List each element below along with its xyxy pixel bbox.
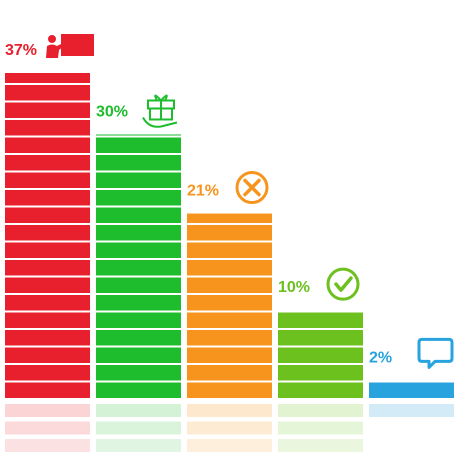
bar-stripe [96,277,181,293]
bars-group [5,73,454,398]
bar-stripe [5,190,90,206]
check-circle-icon [326,267,360,301]
value-label: 30% [96,103,128,120]
bar-stripe [369,382,454,398]
bar-stripe [187,365,272,381]
bar-stripe [5,102,90,118]
reflection-stripe [96,421,181,435]
bar-stripe [96,382,181,398]
value-label: 10% [278,279,310,296]
bar-stripe [5,382,90,398]
bar-stripe [278,330,363,346]
reflection-stripe [187,404,272,417]
bar-stripe [187,330,272,346]
gift-hand-icon [142,94,178,128]
bar-stripe [187,260,272,276]
bar-reflection [278,404,363,452]
bar-stripe [96,190,181,206]
value-labels-group: 37% 30% 21% 10% 2% [5,42,392,366]
x-circle-icon [235,171,269,205]
reflection-stripe [187,421,272,435]
bar-stripe [96,155,181,171]
reflection-stripe [96,404,181,417]
bar-stripe [96,330,181,346]
bar-presentation [5,73,90,398]
bar-stripe [5,85,90,101]
bar-stripe [5,330,90,346]
bar-stripe [5,137,90,153]
bar-stripe [96,172,181,188]
bar-stripe [5,172,90,188]
value-label: 37% [5,42,37,59]
bar-stripe [187,382,272,398]
bar-stripe [96,347,181,363]
bar-stripe [187,213,272,223]
bar-stripe [278,365,363,381]
bar-stripe [96,312,181,328]
icons-group [46,34,454,369]
reflection-stripe [5,404,90,417]
bar-stripe [5,73,90,83]
bar-stripe [5,207,90,223]
bar-stripe [187,242,272,258]
bar-rejected [187,213,272,398]
reflection-stripe [369,404,454,417]
bar-gift [96,134,181,398]
bar-reflection [96,404,181,452]
reflection-stripe [5,439,90,452]
bar-stripe [5,225,90,241]
bar-reflection [369,404,454,417]
bar-stripe [5,155,90,171]
bar-stripe [96,207,181,223]
bar-reflection [187,404,272,452]
bar-stripe [5,277,90,293]
bar-stripe [96,137,181,153]
bar-stripe [187,312,272,328]
bar-stripe [5,260,90,276]
bar-stripe [187,277,272,293]
bar-stripe [96,365,181,381]
bar-stripe [187,225,272,241]
bar-stripe [5,312,90,328]
reflection-stripe [278,404,363,417]
bar-stripe [278,347,363,363]
bar-stripe [96,242,181,258]
chat-bubble-icon [417,337,454,369]
bar-approved [278,312,363,398]
reflection-stripe [278,421,363,435]
reflection-stripe [278,439,363,452]
reflections-group [5,404,454,452]
bar-stripe [5,347,90,363]
value-label: 21% [187,183,219,200]
bar-stripe [5,120,90,136]
bar-stripe [96,260,181,276]
reflection-stripe [96,439,181,452]
bar-stripe [5,295,90,311]
bar-stripe [278,312,363,328]
bar-reflection [5,404,90,452]
bar-stripe [278,382,363,398]
bar-stripe [96,225,181,241]
bar-stripe [5,365,90,381]
bar-stripe [187,347,272,363]
bar-stripe [96,134,181,136]
bar-message [369,382,454,398]
bar-stripe [187,295,272,311]
value-label: 2% [369,349,392,366]
presenter-icon [46,34,94,58]
bar-stripe [5,242,90,258]
reflection-stripe [187,439,272,452]
bar-stripe [96,295,181,311]
reflection-stripe [5,421,90,435]
